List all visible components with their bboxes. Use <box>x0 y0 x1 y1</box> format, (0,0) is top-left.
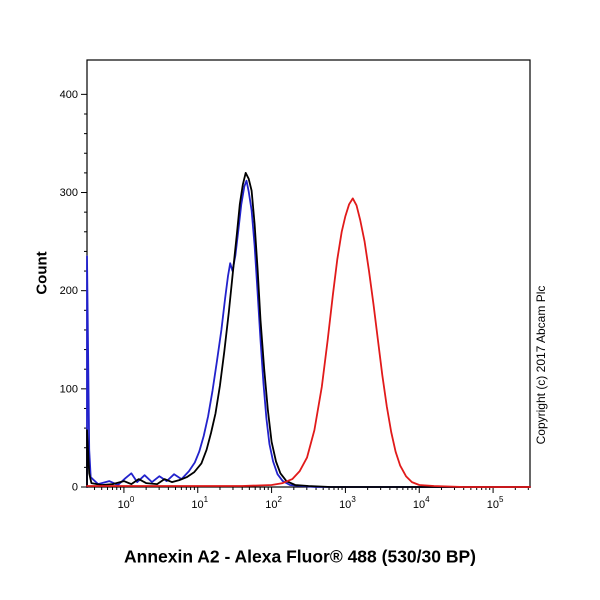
y-tick-label: 100 <box>60 383 78 395</box>
y-axis-title: Count <box>33 251 51 295</box>
x-tick-label: 105 <box>487 495 504 511</box>
curve-blue <box>86 179 531 488</box>
y-tick-label: 200 <box>60 285 78 297</box>
x-tick-label: 103 <box>339 495 356 511</box>
plot-border <box>86 59 531 488</box>
x-tick-label: 101 <box>191 495 208 511</box>
y-tick-label: 0 <box>72 482 78 494</box>
x-tick-label: 102 <box>265 495 282 511</box>
x-tick-label: 104 <box>413 495 430 511</box>
copyright-text: Copyright (c) 2017 Abcam Plc <box>534 285 548 445</box>
chart-title: Annexin A2 - Alexa Fluor® 488 (530/30 BP… <box>124 546 476 567</box>
y-tick-label: 400 <box>60 89 78 101</box>
curve-black <box>86 171 531 488</box>
x-tick-label: 100 <box>118 495 135 511</box>
y-tick-label: 300 <box>60 187 78 199</box>
curve-red <box>86 197 531 488</box>
